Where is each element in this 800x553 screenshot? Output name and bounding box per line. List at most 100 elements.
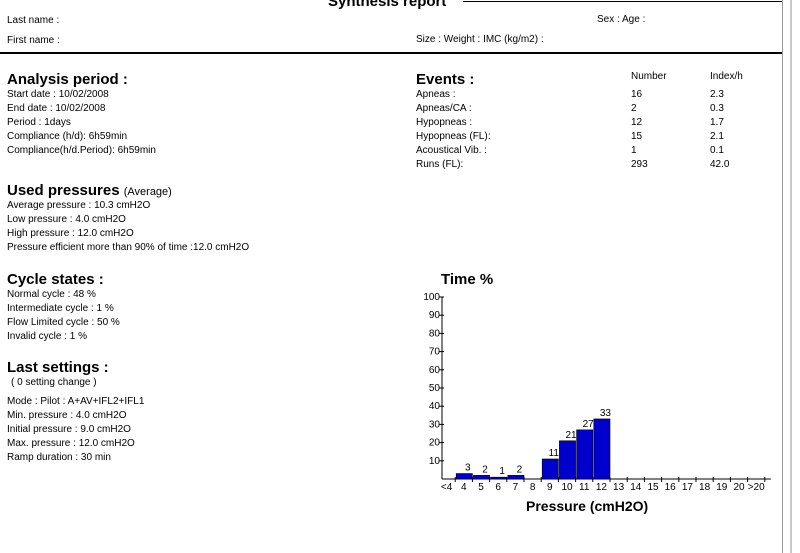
event-label: Hypopneas :: [416, 117, 473, 128]
y-tick-label: 60: [429, 365, 441, 376]
chart-title: Time %: [441, 271, 494, 288]
x-tick-label: 7: [513, 482, 519, 493]
x-tick-label: 10: [561, 482, 573, 493]
y-tick-label: 30: [429, 419, 441, 430]
histogram-bar: [576, 429, 594, 480]
setting-ramp-duration: Ramp duration : 30 min: [7, 452, 111, 463]
event-label: Apneas/CA :: [416, 103, 472, 114]
events-col-index: Index/h: [710, 71, 743, 82]
settings-change-note: ( 0 setting change ): [11, 377, 97, 388]
header-divider: [0, 52, 782, 54]
event-number: 12: [631, 117, 643, 128]
y-tick-label: 50: [429, 383, 441, 394]
pressures-heading-note: (Average): [123, 186, 172, 198]
event-index: 42.0: [710, 159, 730, 170]
pressures-heading: Used pressures (Average): [7, 182, 172, 201]
x-tick-label: <4: [441, 482, 453, 493]
histogram-bar: [473, 475, 490, 480]
bar-value-label: 21: [565, 430, 577, 441]
right-scroll-edge: [790, 0, 792, 553]
flow-limited-cycle: Flow Limited cycle : 50 %: [7, 317, 120, 328]
x-tick-label: 9: [547, 482, 553, 493]
efficient-pressure: Pressure efficient more than 90% of time…: [7, 242, 250, 253]
event-label: Apneas :: [416, 89, 456, 100]
event-index: 2.3: [710, 89, 724, 100]
normal-cycle: Normal cycle : 48 %: [7, 289, 96, 300]
last-name-label: Last name :: [7, 15, 60, 26]
event-number: 16: [631, 89, 643, 100]
x-tick-label: 8: [530, 482, 536, 493]
analysis-heading: Analysis period :: [7, 71, 128, 88]
x-tick-label: 5: [478, 482, 484, 493]
bar-value-label: 11: [549, 448, 560, 459]
x-tick-label: 13: [613, 482, 625, 493]
event-index: 2.1: [710, 131, 724, 142]
intermediate-cycle: Intermediate cycle : 1 %: [7, 303, 114, 314]
histogram-bar: [559, 440, 576, 480]
x-tick-label: 15: [647, 482, 659, 493]
compliance-hd: Compliance (h/d): 6h59min: [7, 131, 128, 142]
bar-value-label: 2: [517, 464, 523, 475]
bar-value-label: 33: [600, 408, 612, 419]
report-title: Synthesis report: [326, 0, 449, 10]
x-tick-label: 4: [461, 482, 467, 493]
x-tick-label: 18: [699, 482, 711, 493]
bar-value-label: 3: [465, 463, 471, 474]
x-tick-label: 14: [630, 482, 642, 493]
event-index: 0.1: [710, 145, 724, 156]
events-heading: Events :: [416, 71, 475, 88]
event-number: 2: [631, 103, 637, 114]
title-rule: [463, 1, 782, 2]
setting-mode: Mode : Pilot : A+AV+IFL2+IFL1: [7, 396, 145, 407]
bar-value-label: 2: [482, 464, 488, 475]
x-tick-label: >20: [748, 482, 765, 493]
sex-age-label: Sex : Age :: [597, 14, 646, 25]
low-pressure: Low pressure : 4.0 cmH2O: [7, 214, 126, 225]
histogram-bar: [541, 458, 559, 480]
compliance-period: Compliance(h/d.Period): 6h59min: [7, 145, 156, 156]
x-tick-label: 11: [579, 482, 590, 493]
event-index: 0.3: [710, 103, 724, 114]
setting-initial-pressure: Initial pressure : 9.0 cmH2O: [7, 424, 131, 435]
histogram-bar: [490, 476, 508, 480]
invalid-cycle: Invalid cycle : 1 %: [7, 331, 88, 342]
event-label: Acoustical Vib. :: [416, 145, 487, 156]
histogram-bar: [593, 418, 611, 480]
period: Period : 1days: [7, 117, 71, 128]
first-name-label: First name :: [7, 35, 60, 46]
pressures-heading-text: Used pressures: [7, 182, 120, 199]
event-label: Runs (FL):: [416, 159, 464, 170]
event-number: 15: [631, 131, 643, 142]
y-tick-label: 100: [423, 292, 440, 303]
bar-value-label: 1: [499, 466, 505, 477]
y-tick-label: 20: [429, 438, 441, 449]
x-tick-label: 6: [495, 482, 501, 493]
bar-value-label: 27: [583, 419, 595, 430]
start-date: Start date : 10/02/2008: [7, 89, 109, 100]
setting-min-pressure: Min. pressure : 4.0 cmH2O: [7, 410, 127, 421]
y-tick-label: 90: [429, 310, 441, 321]
x-tick-label: 20: [733, 482, 745, 493]
event-number: 1: [631, 145, 637, 156]
x-tick-label: 12: [596, 482, 608, 493]
x-tick-label: 17: [682, 482, 694, 493]
settings-heading: Last settings :: [7, 359, 109, 376]
x-tick-label: 19: [716, 482, 728, 493]
size-weight-label: Size : Weight : IMC (kg/m2) :: [416, 34, 544, 45]
cycles-heading: Cycle states :: [7, 271, 104, 288]
average-pressure: Average pressure : 10.3 cmH2O: [7, 200, 151, 211]
event-label: Hypopneas (FL):: [416, 131, 491, 142]
histogram-bar: [507, 475, 525, 480]
setting-max-pressure: Max. pressure : 12.0 cmH2O: [7, 438, 135, 449]
y-tick-label: 80: [429, 328, 441, 339]
histogram-bar: [455, 473, 473, 480]
x-tick-label: 16: [665, 482, 677, 493]
event-number: 293: [631, 159, 648, 170]
y-tick-label: 70: [429, 347, 441, 358]
event-index: 1.7: [710, 117, 724, 128]
y-tick-label: 10: [429, 456, 441, 467]
right-border-line: [782, 0, 783, 553]
events-col-number: Number: [631, 71, 667, 82]
high-pressure: High pressure : 12.0 cmH2O: [7, 228, 134, 239]
y-tick-label: 40: [429, 401, 441, 412]
